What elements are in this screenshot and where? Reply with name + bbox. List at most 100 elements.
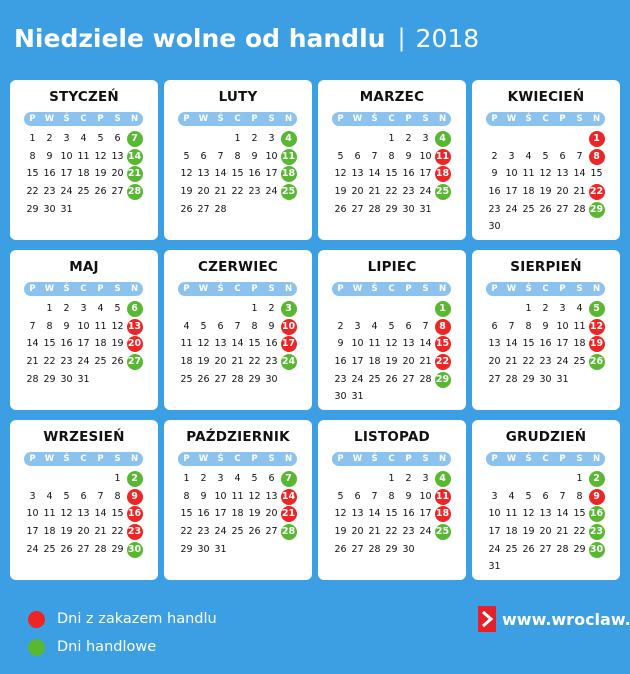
day-number: 17: [214, 508, 227, 520]
trading-sunday-cell: 6: [126, 300, 143, 318]
day-number: 6: [80, 490, 87, 502]
day-number: 15: [180, 508, 193, 520]
day-number: 4: [234, 473, 241, 484]
day-number: 24: [419, 526, 432, 538]
brand[interactable]: www.wroclaw.pl: [478, 606, 630, 632]
day-cell: 29: [24, 201, 41, 219]
day-number: 19: [334, 526, 347, 538]
day-cell: 20: [263, 505, 280, 523]
ban-sunday-cell: 21: [280, 505, 297, 523]
day-number: 9: [542, 320, 549, 332]
day-cell: 7: [24, 318, 41, 336]
day-cell: 16: [246, 165, 263, 183]
weekday-label: P: [29, 284, 36, 294]
weekday-label: P: [405, 284, 412, 294]
day-number: 5: [593, 303, 600, 314]
day-number: 14: [573, 168, 586, 180]
day-number: 7: [559, 490, 566, 502]
day-cell: 5: [537, 148, 554, 166]
weekday-label: W: [198, 284, 209, 294]
days-grid: 1 2 3 4 5 6 7 8 9 10 11 12 13 14 15 16 17 18 19 20 21 22 23 24 2…: [332, 470, 451, 558]
brand-link[interactable]: www.wroclaw.pl: [502, 609, 630, 629]
ban-sunday-cell: 19: [588, 335, 605, 353]
day-number: 8: [183, 490, 190, 502]
day-cell: 1: [41, 300, 58, 318]
day-cell: 15: [588, 165, 605, 183]
weekday-label: C: [80, 284, 87, 294]
trading-sunday-cell: 14: [126, 148, 143, 166]
ban-sunday-cell: 11: [434, 148, 451, 166]
day-cell: 27: [75, 541, 92, 559]
day-number: 16: [248, 168, 261, 180]
day-number: 18: [77, 168, 90, 180]
weekday-label: N: [438, 284, 447, 294]
weekday-label: Ś: [63, 114, 70, 124]
empty-cell: [520, 470, 537, 488]
empty-cell: [229, 300, 246, 318]
day-number: 1: [576, 473, 583, 484]
weekday-label: P: [183, 114, 190, 124]
day-number: 1: [251, 303, 258, 314]
days-grid: 1 2 3 4 5 6 7 8 9 10 11 12 13 14 15 16 17 18 19 20 21 22 23 24 2…: [178, 300, 297, 388]
day-number: 10: [488, 508, 501, 520]
day-number: 13: [539, 508, 552, 520]
day-cell: 6: [486, 318, 503, 336]
day-number: 18: [231, 508, 244, 520]
day-cell: 22: [520, 353, 537, 371]
day-cell: 5: [195, 318, 212, 336]
day-cell: 3: [417, 470, 434, 488]
day-number: 6: [559, 150, 566, 162]
day-number: 20: [402, 356, 415, 368]
trading-sunday-cell: 3: [280, 300, 297, 318]
day-cell: 10: [24, 505, 41, 523]
day-number: 30: [334, 391, 347, 403]
weekday-label: S: [576, 284, 583, 294]
day-number: 6: [131, 303, 138, 314]
day-cell: 6: [195, 148, 212, 166]
day-number: 9: [405, 150, 412, 162]
day-number: 4: [97, 303, 104, 314]
day-cell: 20: [400, 353, 417, 371]
day-number: 9: [46, 150, 53, 162]
day-number: 26: [334, 543, 347, 555]
day-cell: 15: [520, 335, 537, 353]
day-number: 13: [351, 168, 364, 180]
day-number: 14: [556, 508, 569, 520]
red-dot-icon: [28, 610, 45, 628]
day-number: 6: [405, 320, 412, 332]
day-cell: 30: [400, 201, 417, 219]
day-number: 21: [281, 508, 296, 520]
day-number: 20: [556, 186, 569, 198]
day-number: 25: [180, 373, 193, 385]
weekday-label: S: [268, 284, 275, 294]
day-number: 26: [60, 543, 73, 555]
weekday-label: S: [268, 114, 275, 124]
day-number: 17: [419, 508, 432, 520]
day-cell: 8: [24, 148, 41, 166]
day-number: 23: [589, 526, 604, 538]
day-cell: 14: [229, 335, 246, 353]
day-cell: 6: [263, 470, 280, 488]
day-number: 5: [63, 490, 70, 502]
day-cell: 5: [92, 130, 109, 148]
days-grid: 1 2 3 4 5 6 7 8 9 10 11 12 13 14 15 16 17 18 19 20 21 22 23 24 2…: [24, 300, 143, 388]
day-cell: 8: [246, 318, 263, 336]
day-number: 8: [388, 490, 395, 502]
trading-sunday-cell: 4: [434, 130, 451, 148]
day-cell: 26: [195, 371, 212, 389]
day-number: 14: [26, 338, 39, 350]
weekday-label: N: [284, 284, 293, 294]
weekday-label: W: [44, 284, 55, 294]
day-number: 25: [435, 526, 450, 538]
day-cell: 13: [75, 505, 92, 523]
day-number: 23: [60, 356, 73, 368]
day-number: 27: [127, 356, 142, 368]
day-number: 28: [231, 373, 244, 385]
day-number: 10: [26, 508, 39, 520]
day-cell: 11: [503, 505, 520, 523]
day-number: 3: [63, 133, 70, 144]
day-number: 7: [234, 320, 241, 332]
day-number: 10: [281, 320, 296, 332]
